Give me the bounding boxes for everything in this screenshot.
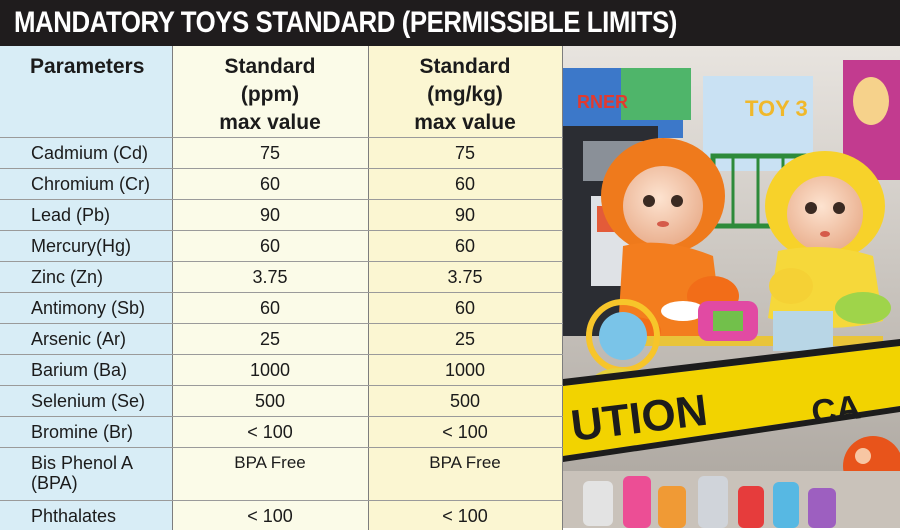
parameter-cell: Bromine (Br) bbox=[0, 417, 172, 448]
table-row: Bromine (Br)< 100< 100 bbox=[0, 417, 562, 448]
toys-photo: RNER TOY 3 bbox=[563, 46, 900, 528]
parameter-cell: Bis Phenol A (BPA) bbox=[0, 448, 172, 501]
mgkg-value-cell: 60 bbox=[368, 169, 562, 200]
mgkg-value-cell: < 100 bbox=[368, 417, 562, 448]
ppm-value-cell: 60 bbox=[172, 231, 368, 262]
mgkg-value-cell: 60 bbox=[368, 231, 562, 262]
ppm-value-cell: 90 bbox=[172, 200, 368, 231]
page-title: MANDATORY TOYS STANDARD (PERMISSIBLE LIM… bbox=[0, 0, 900, 46]
table-row: Phthalates< 100< 100 bbox=[0, 501, 562, 530]
package-label-text-2: TOY 3 bbox=[745, 96, 808, 121]
ppm-value-cell: 75 bbox=[172, 138, 368, 169]
mgkg-value-cell: BPA Free bbox=[368, 448, 562, 501]
ppm-value-cell: < 100 bbox=[172, 417, 368, 448]
mgkg-value-cell: < 100 bbox=[368, 501, 562, 530]
ppm-value-cell: 60 bbox=[172, 293, 368, 324]
mgkg-value-cell: 60 bbox=[368, 293, 562, 324]
parameter-cell: Barium (Ba) bbox=[0, 355, 172, 386]
ppm-value-cell: 25 bbox=[172, 324, 368, 355]
ppm-value-cell: 1000 bbox=[172, 355, 368, 386]
header-standard-mgkg: Standard (mg/kg) max value bbox=[368, 46, 562, 138]
mgkg-value-cell: 90 bbox=[368, 200, 562, 231]
caution-tape-text-2: CA bbox=[809, 388, 862, 432]
parameter-cell: Zinc (Zn) bbox=[0, 262, 172, 293]
package-label-text: RNER bbox=[577, 92, 628, 112]
mgkg-value-cell: 75 bbox=[368, 138, 562, 169]
mgkg-value-cell: 500 bbox=[368, 386, 562, 417]
parameter-cell: Antimony (Sb) bbox=[0, 293, 172, 324]
parameter-cell: Cadmium (Cd) bbox=[0, 138, 172, 169]
mgkg-value-cell: 3.75 bbox=[368, 262, 562, 293]
header-standard-ppm: Standard (ppm) max value bbox=[172, 46, 368, 138]
parameter-cell: Arsenic (Ar) bbox=[0, 324, 172, 355]
ppm-value-cell: 60 bbox=[172, 169, 368, 200]
ppm-value-cell: 500 bbox=[172, 386, 368, 417]
toys-photo-icon: RNER TOY 3 bbox=[563, 46, 900, 528]
ppm-value-cell: BPA Free bbox=[172, 448, 368, 501]
ppm-value-cell: 3.75 bbox=[172, 262, 368, 293]
parameter-cell: Selenium (Se) bbox=[0, 386, 172, 417]
parameter-cell: Phthalates bbox=[0, 501, 172, 530]
parameter-cell: Mercury(Hg) bbox=[0, 231, 172, 262]
standards-table: Parameters Standard (ppm) max value Stan… bbox=[0, 46, 563, 530]
parameter-cell: Lead (Pb) bbox=[0, 200, 172, 231]
header-parameters: Parameters bbox=[0, 46, 172, 138]
table-header-row: Parameters Standard (ppm) max value Stan… bbox=[0, 46, 562, 138]
mgkg-value-cell: 25 bbox=[368, 324, 562, 355]
parameter-cell: Chromium (Cr) bbox=[0, 169, 172, 200]
standards-table-container: Parameters Standard (ppm) max value Stan… bbox=[0, 46, 562, 528]
ppm-value-cell: < 100 bbox=[172, 501, 368, 530]
mgkg-value-cell: 1000 bbox=[368, 355, 562, 386]
